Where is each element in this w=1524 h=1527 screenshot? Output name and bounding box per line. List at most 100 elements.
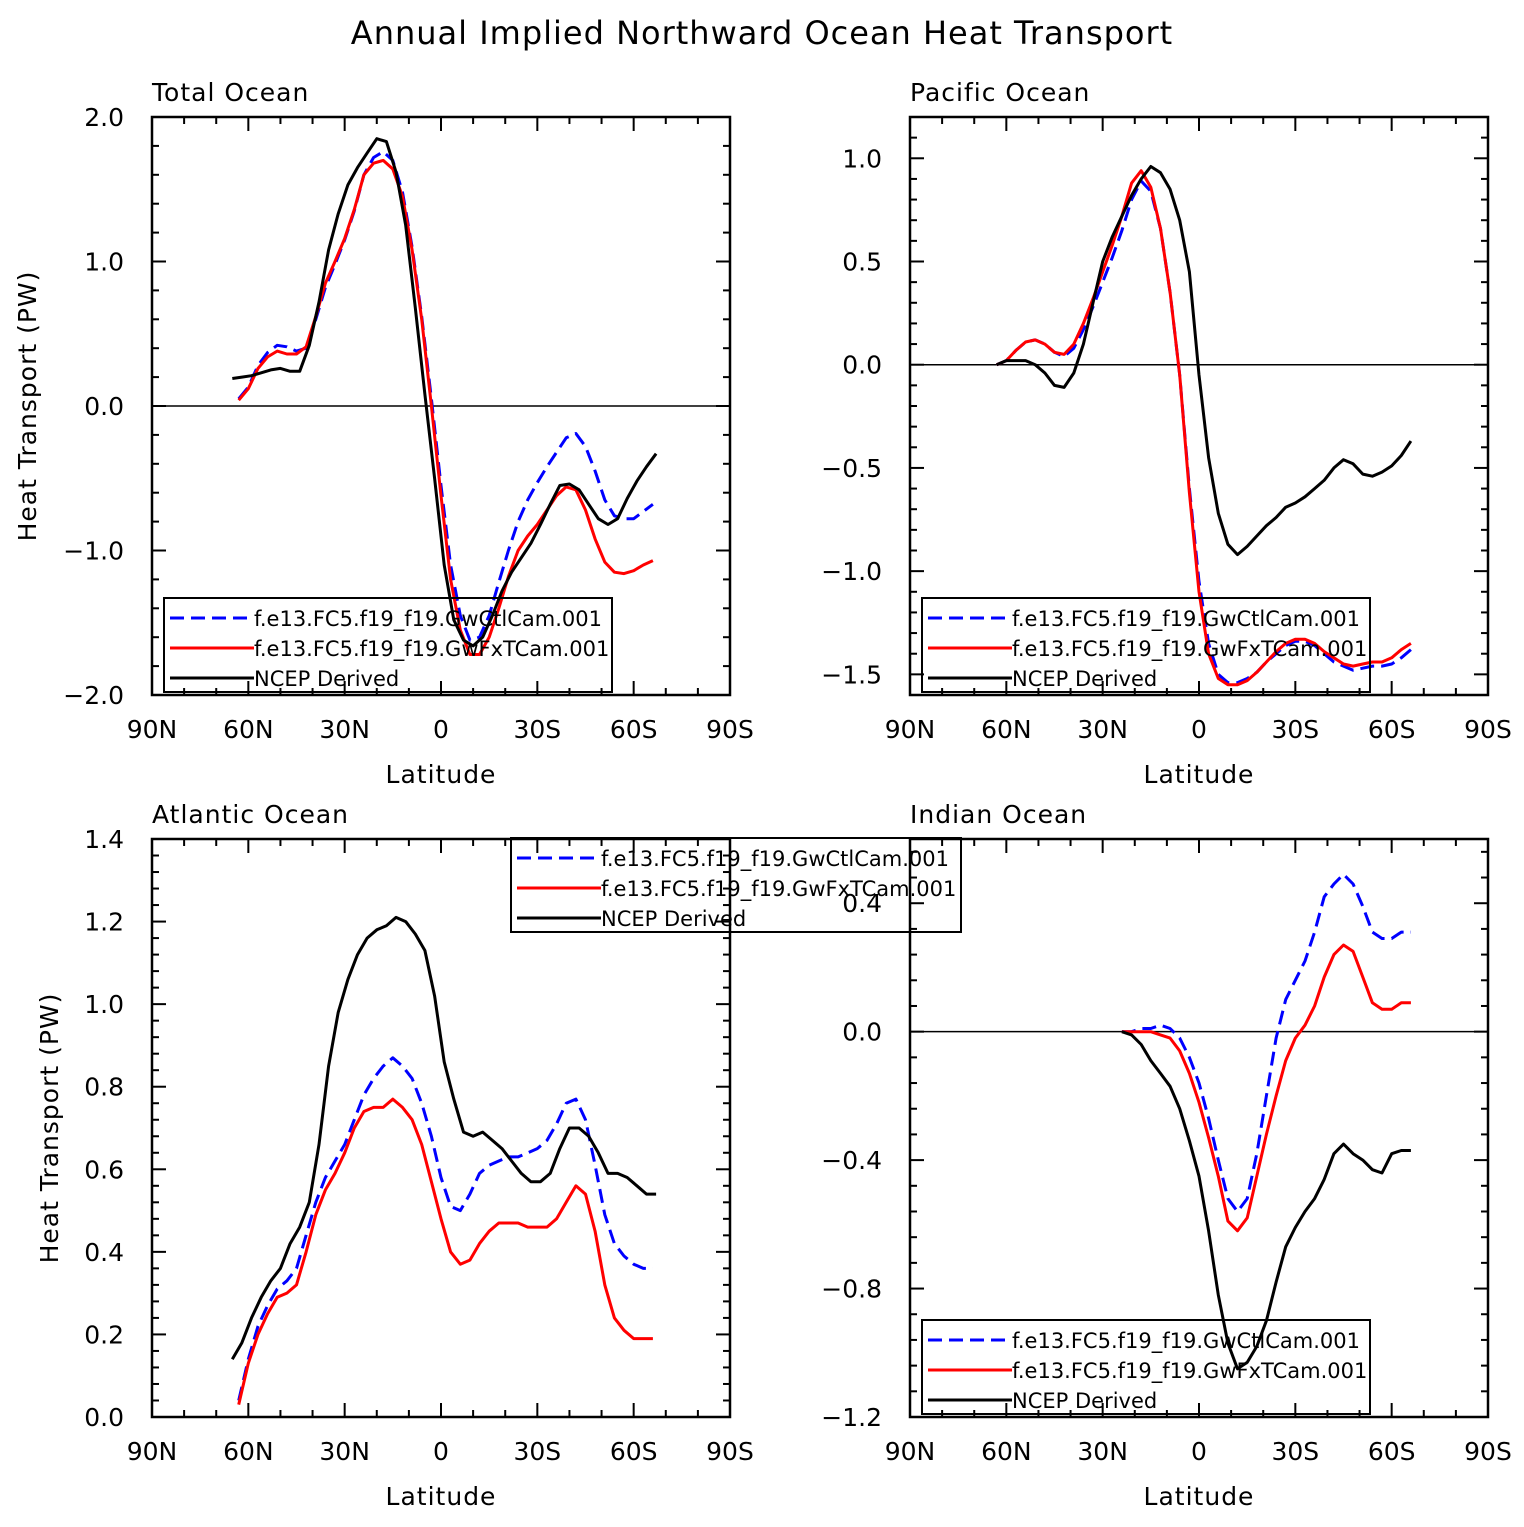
x-tick-label: 90S [706,1437,754,1466]
legend: f.e13.FC5.f19_f19.GwCtlCam.001 f.e13.FC5.… [921,597,1371,693]
series-line-ncep [231,915,657,1360]
x-tick-label: 90N [885,715,936,744]
legend-label: NCEP Derived [1012,1389,1157,1413]
legend-label: f.e13.FC5.f19_f19.GwCtlCam.001 [1012,1329,1360,1354]
x-tick-label: 60N [223,715,274,744]
x-axis-label: Latitude [1144,760,1255,789]
legend-label: NCEP Derived [601,907,746,931]
x-tick-label: 30N [1077,715,1128,744]
y-tick-label: −0.5 [821,454,882,483]
y-tick-label: 0.0 [842,351,882,380]
series-line-ctl [237,1056,653,1401]
x-tick-label: 30N [1077,1437,1128,1466]
figure-title: Annual Implied Northward Ocean Heat Tran… [350,14,1174,52]
y-tick-label: −0.4 [821,1146,882,1175]
plot-frame [150,837,732,1419]
x-tick-label: 60S [610,1437,658,1466]
y-tick-label: 0.4 [842,889,882,918]
x-tick-label: 90S [706,715,754,744]
series-line-fxt [237,158,654,656]
legend-label: f.e13.FC5.f19_f19.GwFxTCam.001 [1012,637,1367,662]
y-tick-label: 0.8 [84,1073,124,1102]
panel-title: Indian Ocean [910,800,1087,829]
y-tick-label: −0.8 [821,1275,882,1304]
legend-label: f.e13.FC5.f19_f19.GwCtlCam.001 [601,847,949,872]
y-axis-label: Heat Transport (PW) [13,271,42,542]
x-tick-label: 0 [1191,1437,1207,1466]
x-axis-label: Latitude [386,1482,497,1511]
legend-box [921,597,1371,693]
x-axis-label: Latitude [386,760,497,789]
plot-frame [150,115,732,697]
x-tick-label: 30S [1271,715,1319,744]
series-line-ncep [232,137,658,648]
legend-label: f.e13.FC5.f19_f19.GwFxTCam.001 [254,637,609,662]
x-tick-label: 30N [319,715,370,744]
x-tick-label: 60S [1368,1437,1416,1466]
legend-label: NCEP Derived [254,667,399,691]
x-tick-label: 0 [433,1437,449,1466]
y-tick-label: −1.2 [821,1403,882,1432]
x-tick-label: 90S [1464,1437,1512,1466]
x-tick-label: 0 [1191,715,1207,744]
y-tick-label: 0.2 [84,1320,124,1349]
x-tick-label: 60N [223,1437,274,1466]
plot-frame [908,837,1490,1419]
x-tick-label: 30S [513,1437,561,1466]
y-tick-label: 1.0 [84,248,124,277]
legend: f.e13.FC5.f19_f19.GwCtlCam.001 f.e13.FC5.… [921,1319,1371,1415]
series-line-fxt [996,169,1412,687]
x-tick-label: 90N [127,715,178,744]
series-line-ctl [1121,872,1411,1213]
plot-frame [908,115,1490,697]
legend-label: f.e13.FC5.f19_f19.GwCtlCam.001 [254,607,602,632]
y-tick-label: −1.0 [821,557,882,586]
series-line-fxt [1121,943,1411,1233]
legend-box [510,837,962,933]
y-tick-label: 0.0 [84,392,124,421]
y-tick-label: 1.4 [84,825,124,854]
x-tick-label: 60N [981,1437,1032,1466]
panel-indian-ocean: 90N 60N 30N 0 30S 60S 90S −1.2 −0.8 −0.4 0.0 0.4 Ind… [821,800,1512,1511]
x-tick-label: 30S [513,715,561,744]
y-tick-label: −1.5 [821,660,882,689]
panel-total-ocean: 90N 60N 30N 0 30S 60S 90S −2.0 −1.0 0.0 1.0 2.0 Tota… [13,78,754,789]
series-line-ncep [996,165,1413,557]
panel-title: Atlantic Ocean [152,800,349,829]
y-tick-label: 1.0 [842,144,882,173]
legend-box [163,597,613,693]
x-tick-label: 60S [610,715,658,744]
series-line-ctl [996,179,1412,685]
y-tick-label: 0.4 [84,1238,124,1267]
x-tick-label: 0 [433,715,449,744]
y-axis-label: Heat Transport (PW) [35,993,64,1264]
x-axis-label: Latitude [1144,1482,1255,1511]
x-tick-label: 90N [885,1437,936,1466]
panel-pacific-ocean: 90N 60N 30N 0 30S 60S 90S −1.5 −1.0 −0.5 0.0 0.5 1.0… [821,78,1512,789]
legend-box [921,1319,1371,1415]
legend: f.e13.FC5.f19_f19.GwCtlCam.001 f.e13.FC5.… [163,597,613,693]
series-line-fxt [237,1097,653,1405]
legend-label: NCEP Derived [1012,667,1157,691]
x-tick-label: 60N [981,715,1032,744]
y-tick-label: 2.0 [84,103,124,132]
legend-label: f.e13.FC5.f19_f19.GwFxTCam.001 [601,877,956,902]
x-tick-label: 90N [127,1437,178,1466]
panel-title: Total Ocean [151,78,309,107]
legend-label: f.e13.FC5.f19_f19.GwCtlCam.001 [1012,607,1360,632]
panel-atlantic-ocean: 90N 60N 30N 0 30S 60S 90S 0.0 0.2 0.4 0.6 0.8 1.0 1.2… [35,800,962,1511]
panel-title: Pacific Ocean [910,78,1090,107]
y-tick-label: 0.0 [84,1403,124,1432]
y-tick-label: 0.6 [84,1155,124,1184]
y-tick-label: 0.0 [842,1018,882,1047]
series-line-ncep [1121,1030,1411,1371]
x-tick-label: 30S [1271,1437,1319,1466]
y-tick-label: 0.5 [842,248,882,277]
x-tick-label: 30N [319,1437,370,1466]
y-tick-label: −1.0 [63,537,124,566]
y-tick-label: −2.0 [63,681,124,710]
legend: f.e13.FC5.f19_f19.GwCtlCam.001 f.e13.FC5.… [510,837,962,933]
x-tick-label: 90S [1464,715,1512,744]
y-tick-label: 1.0 [84,990,124,1019]
